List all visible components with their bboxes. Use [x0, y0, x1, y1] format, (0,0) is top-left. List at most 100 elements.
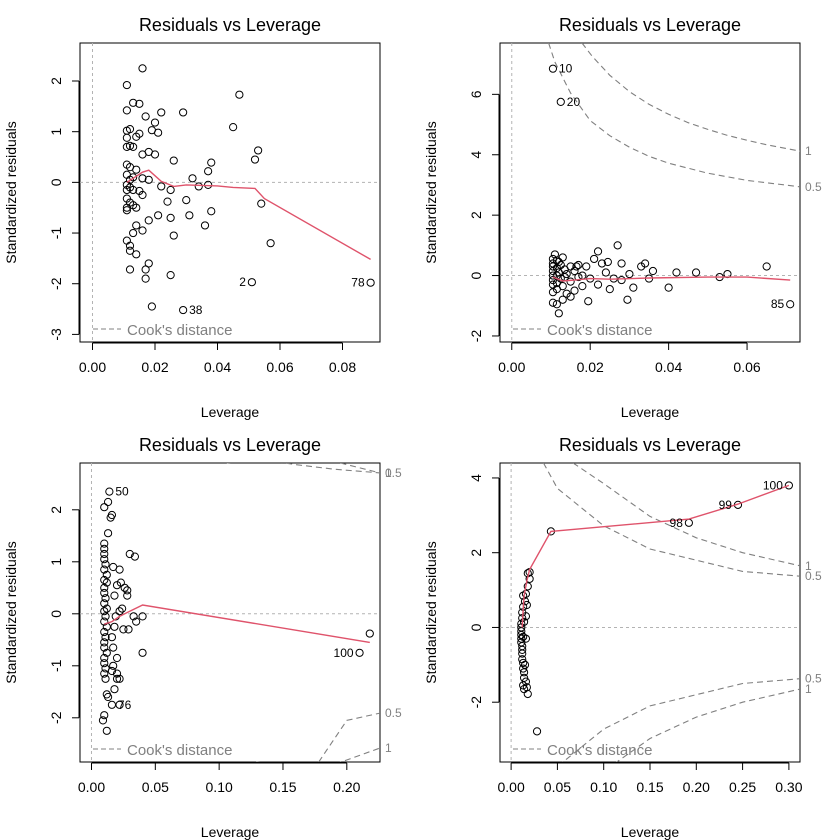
point-id-label: 20 [567, 95, 581, 109]
data-point [558, 282, 567, 291]
y-axis: -2 -1 0 1 2 [48, 506, 80, 724]
y-axis-label: Standardized residuals [3, 541, 19, 683]
y-tick-label: 2 [48, 77, 64, 85]
point-id-label: 99 [719, 498, 733, 512]
data-point [132, 617, 141, 626]
point-id-label: 98 [670, 516, 684, 530]
data-point [122, 133, 131, 142]
data-point [582, 262, 591, 271]
x-tick-label: 0.10 [206, 779, 233, 795]
point-id-label: 76 [118, 698, 132, 712]
x-tick-label: 0.15 [636, 779, 663, 795]
data-point [257, 199, 266, 208]
data-point [102, 726, 111, 735]
legend-label: Cook's distance [547, 742, 652, 759]
y-axis-label: Standardized residuals [423, 541, 439, 683]
plot-frame [499, 462, 801, 763]
cooks-distance-contour [318, 712, 380, 762]
y-tick-label: 0 [468, 623, 484, 631]
x-axis-label: Leverage [621, 404, 680, 420]
plot-area [500, 463, 800, 762]
data-point [119, 625, 128, 634]
cooks-distance-contour [572, 463, 800, 567]
data-point [109, 661, 118, 670]
legend: Cook's distance [93, 742, 232, 759]
data-point [523, 582, 532, 591]
chart-title: Residuals vs Leverage [139, 15, 321, 35]
data-point [519, 591, 528, 600]
chart-title: Residuals vs Leverage [139, 435, 321, 455]
data-point [110, 685, 119, 694]
chart-title: Residuals vs Leverage [559, 435, 741, 455]
data-point [132, 165, 141, 174]
cooks-level-label: 1 [385, 466, 392, 480]
data-point [194, 182, 203, 191]
y-axis: -2 0 2 4 6 [468, 90, 500, 342]
data-point [100, 544, 109, 553]
cooks-distance-contour [581, 43, 800, 152]
x-tick-label: 0.00 [497, 779, 524, 795]
data-point [112, 674, 122, 683]
data-point [107, 633, 117, 642]
chart-title: Residuals vs Leverage [559, 15, 741, 35]
x-tick-label: 0.02 [577, 359, 604, 375]
chart-panel-3: Residuals vs Leverage Leverage Standardize… [3, 435, 402, 840]
data-point [100, 659, 109, 668]
x-tick-label: 0.04 [655, 359, 682, 375]
chart-panel-1: Residuals vs Leverage Leverage Standardize… [3, 15, 381, 420]
data-point [163, 197, 172, 206]
data-point [185, 211, 194, 220]
data-point [100, 653, 109, 663]
data-point [593, 247, 603, 256]
data-point [572, 262, 581, 271]
data-point [523, 689, 532, 699]
data-point [101, 560, 110, 569]
point-id-label: 85 [771, 297, 785, 311]
data-point [574, 260, 583, 270]
data-point [250, 155, 260, 164]
data-point [100, 583, 109, 592]
data-point [519, 632, 528, 641]
data-point [556, 97, 565, 106]
x-tick-label: 0.30 [775, 779, 802, 795]
data-point [138, 226, 147, 235]
y-tick-label: 4 [468, 151, 484, 159]
y-tick-label: 0 [468, 271, 484, 279]
x-axis: 0.00 0.02 0.04 0.06 [498, 342, 761, 375]
data-point [601, 268, 610, 277]
point-id-label: 10 [559, 62, 573, 76]
x-axis: 0.00 0.05 0.10 0.15 0.20 0.25 0.30 [497, 762, 803, 795]
data-point [235, 90, 244, 99]
data-point [102, 648, 111, 657]
data-point [107, 700, 117, 709]
data-point [570, 266, 579, 276]
data-point [132, 132, 141, 141]
y-axis: -2 0 2 4 [468, 474, 500, 708]
data-point [554, 309, 563, 318]
data-point [566, 292, 575, 301]
y-tick-label: -1 [48, 659, 64, 672]
data-point [110, 622, 119, 631]
data-point [100, 555, 109, 564]
data-point [179, 305, 188, 315]
data-point [147, 302, 156, 311]
data-point [120, 583, 129, 592]
cooks-level-label: 0.5 [805, 180, 822, 194]
cooks-level-label: 0.5 [385, 706, 402, 720]
legend: Cook's distance [93, 322, 232, 339]
data-point [101, 674, 110, 683]
data-point [154, 128, 163, 137]
data-point [101, 594, 110, 603]
data-point [141, 112, 150, 121]
plot-frame [79, 462, 381, 763]
point-id-label: 78 [351, 276, 365, 290]
y-tick-label: 0 [48, 178, 64, 186]
data-point [365, 629, 374, 638]
plot-area [80, 463, 380, 762]
data-point [101, 633, 110, 642]
data-point [122, 185, 131, 195]
data-point [125, 549, 134, 559]
data-point [623, 295, 632, 304]
legend-label: Cook's distance [127, 742, 232, 759]
data-point [200, 221, 210, 230]
